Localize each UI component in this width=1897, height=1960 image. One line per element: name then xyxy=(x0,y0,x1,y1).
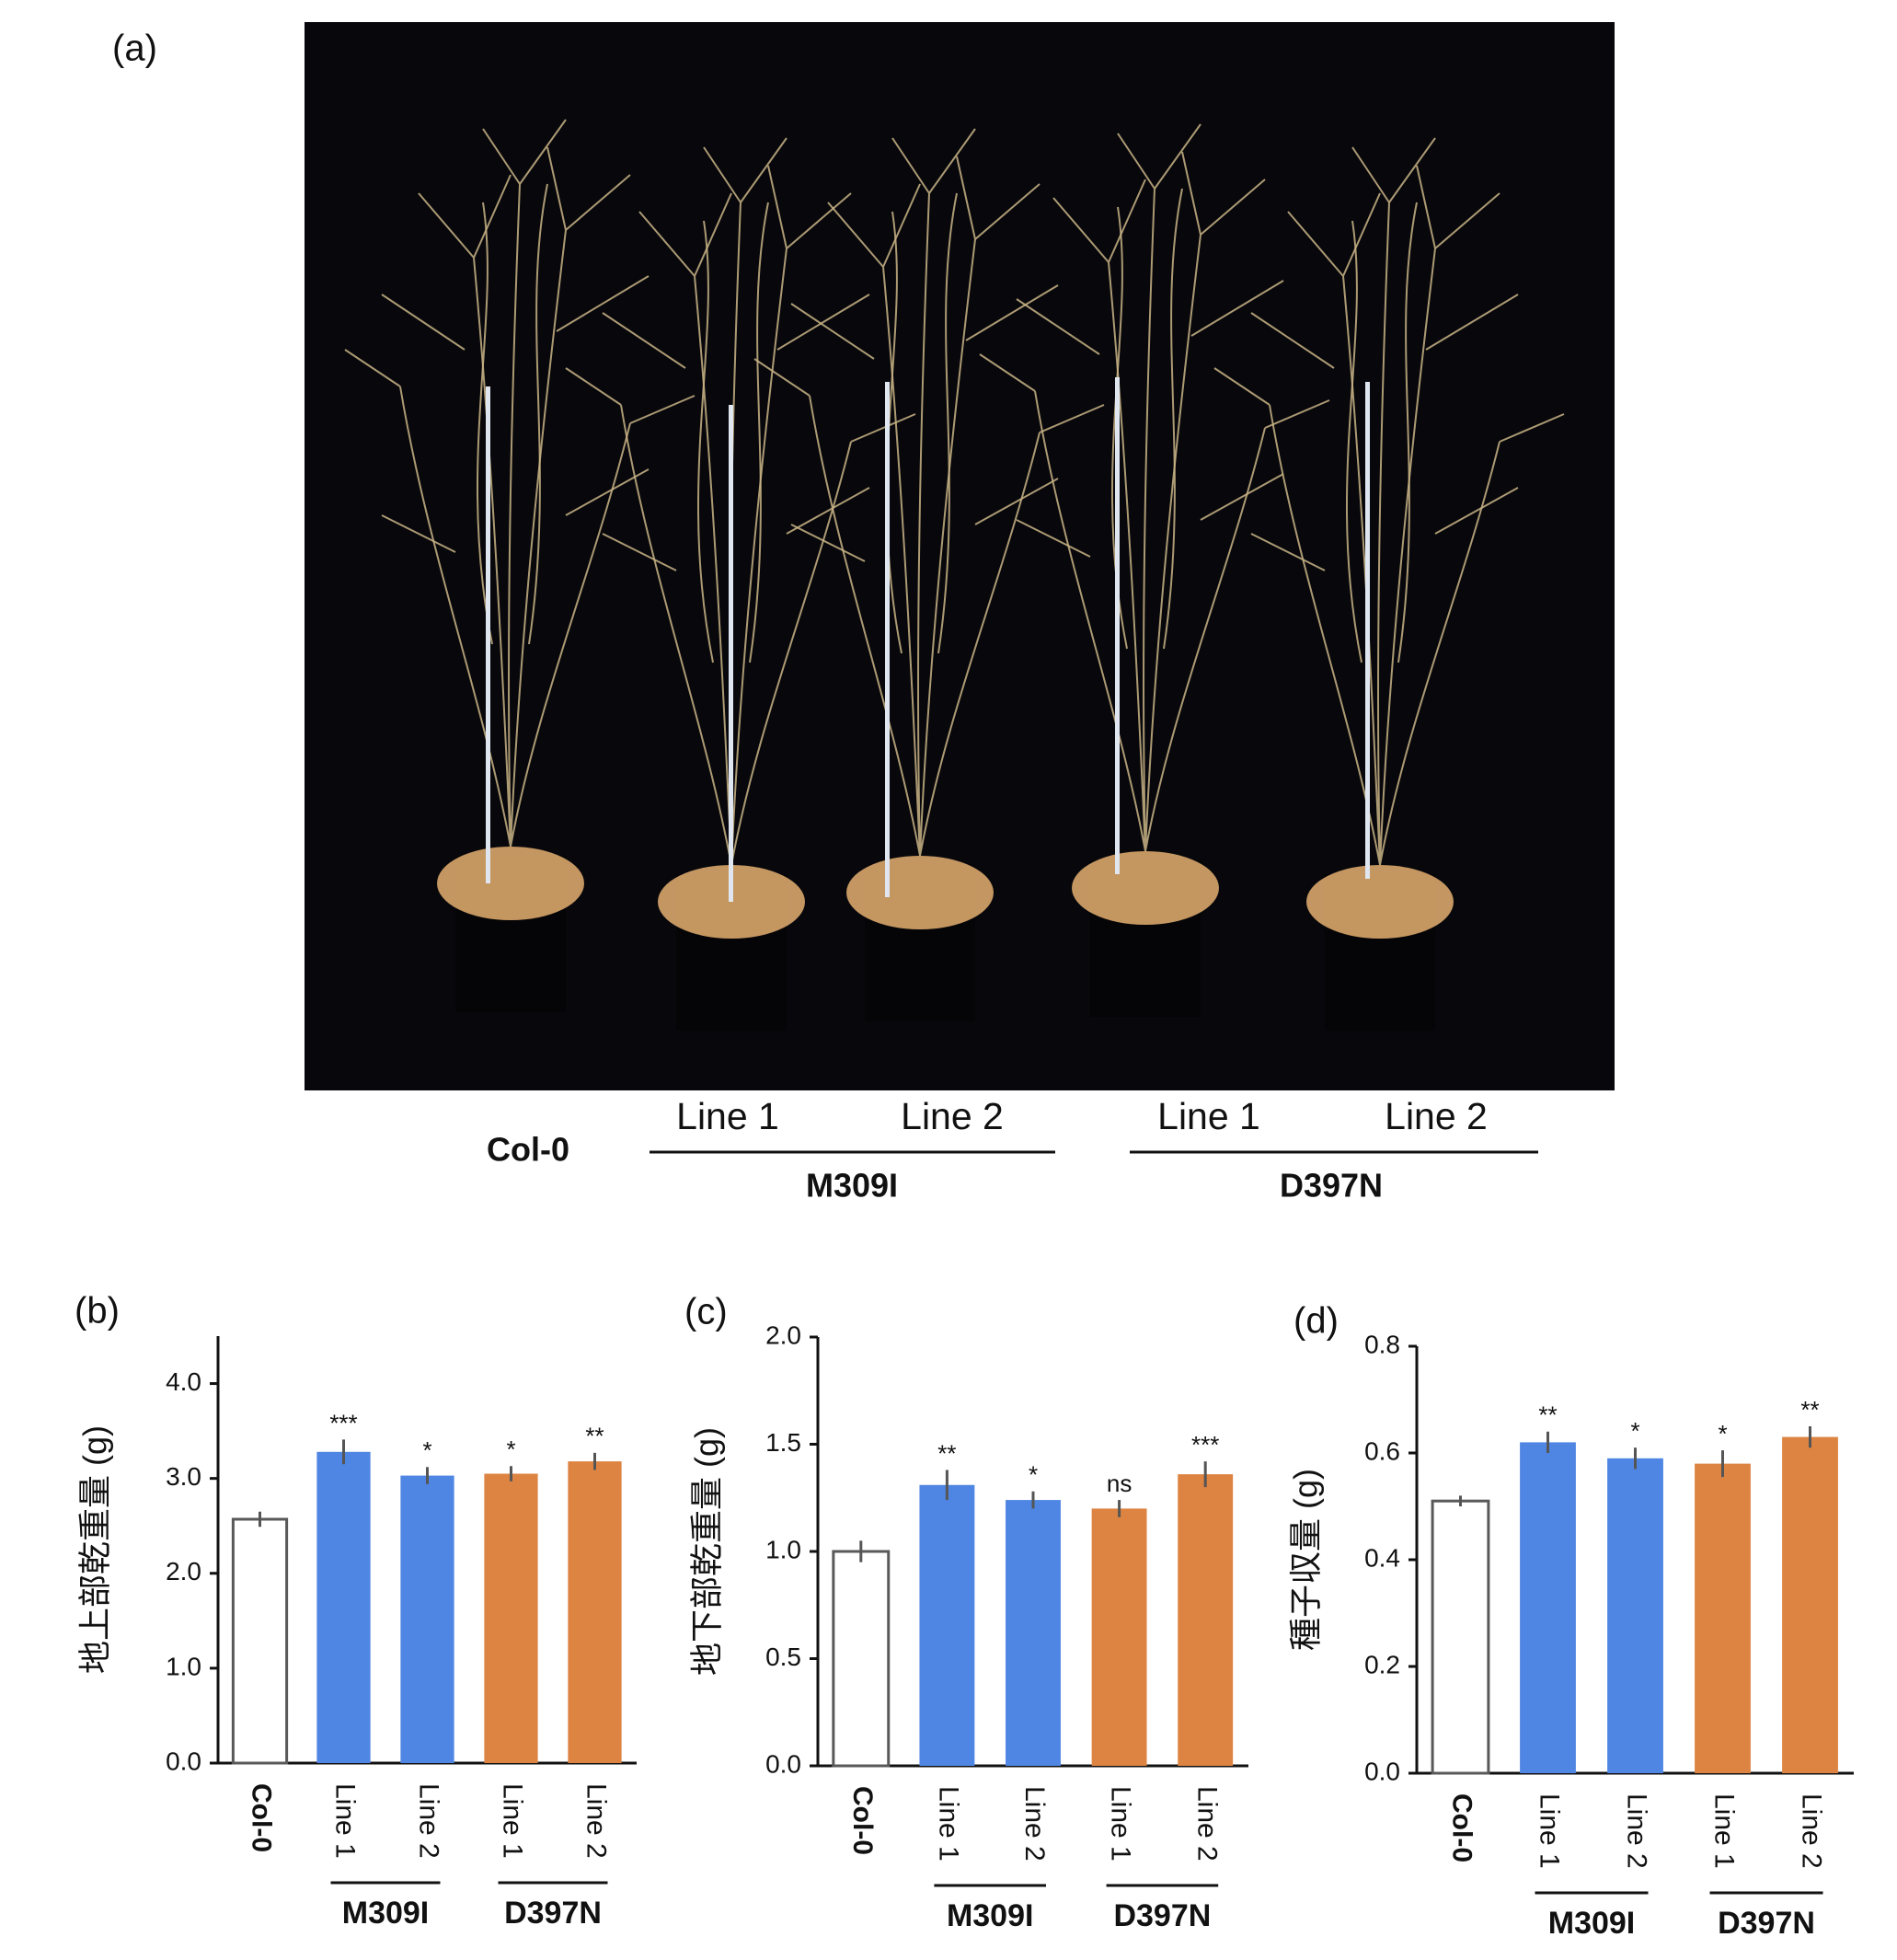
bar xyxy=(568,1461,622,1763)
group-label: M309I xyxy=(342,1896,430,1931)
significance-label: *** xyxy=(1191,1431,1219,1458)
bar xyxy=(1695,1463,1751,1773)
y-tick-label: 0.6 xyxy=(1364,1436,1400,1465)
y-tick-label: 0.2 xyxy=(1364,1650,1400,1678)
group-label: M309I xyxy=(1548,1906,1636,1941)
group-label: D397N xyxy=(1113,1898,1211,1933)
significance-label: ** xyxy=(1800,1396,1819,1424)
y-tick-label: 0.0 xyxy=(765,1749,801,1778)
significance-label: ** xyxy=(1538,1401,1557,1429)
significance-label: ** xyxy=(585,1423,604,1450)
x-tick-label: Line 1 xyxy=(1535,1793,1565,1869)
significance-label: ns xyxy=(1107,1470,1132,1497)
photo-group-label: M309I xyxy=(806,1167,898,1205)
y-tick-label: 2.0 xyxy=(765,1320,801,1349)
significance-label: * xyxy=(1718,1420,1727,1447)
y-tick-label: 0.8 xyxy=(1364,1330,1400,1358)
bar xyxy=(484,1473,538,1763)
x-tick-label: Col-0 xyxy=(1447,1793,1477,1862)
stake xyxy=(729,405,733,902)
bar xyxy=(1178,1474,1234,1766)
photo-line-label: Line 2 xyxy=(901,1095,1004,1137)
photo-control-label: Col-0 xyxy=(487,1131,569,1169)
bar xyxy=(832,1550,891,1768)
bar xyxy=(1431,1499,1490,1775)
y-axis-label: 種子収量 (g) xyxy=(1287,1469,1325,1651)
stake xyxy=(885,382,890,897)
panel-label: (b) xyxy=(75,1291,120,1332)
panel-label: (a) xyxy=(112,29,157,69)
bar xyxy=(1520,1442,1576,1773)
x-tick-label: Line 1 xyxy=(330,1783,361,1859)
x-tick-label: Line 1 xyxy=(1106,1786,1136,1862)
significance-label: * xyxy=(1630,1417,1639,1445)
panel-label: (c) xyxy=(684,1292,728,1332)
y-axis-label: 地上部乾重量 (g) xyxy=(76,1425,114,1674)
y-tick-label: 0.4 xyxy=(1364,1543,1400,1572)
x-tick-label: Line 1 xyxy=(498,1783,528,1859)
x-tick-label: Col-0 xyxy=(847,1786,878,1855)
group-label: D397N xyxy=(1718,1906,1815,1941)
significance-label: * xyxy=(422,1436,431,1464)
bar xyxy=(1091,1508,1147,1766)
significance-label: ** xyxy=(937,1439,956,1467)
significance-label: *** xyxy=(329,1409,357,1436)
bar xyxy=(400,1475,454,1763)
y-tick-label: 1.0 xyxy=(765,1535,801,1563)
x-tick-label: Line 2 xyxy=(1191,1786,1222,1862)
group-label: D397N xyxy=(504,1896,602,1931)
y-tick-label: 2.0 xyxy=(166,1557,201,1585)
y-tick-label: 0.0 xyxy=(1364,1757,1400,1785)
y-tick-label: 0.5 xyxy=(765,1643,801,1671)
photo-group-label: D397N xyxy=(1280,1167,1383,1205)
panel-label: (d) xyxy=(1293,1301,1339,1342)
photo-line-label: Line 2 xyxy=(1385,1095,1488,1137)
x-tick-label: Line 1 xyxy=(933,1786,963,1862)
x-tick-label: Line 1 xyxy=(1709,1793,1740,1869)
significance-label: * xyxy=(1029,1461,1038,1489)
bar xyxy=(231,1517,289,1765)
x-tick-label: Line 2 xyxy=(1797,1793,1827,1869)
stake xyxy=(486,386,490,883)
bar xyxy=(919,1484,975,1766)
photo-line-label: Line 1 xyxy=(1157,1095,1260,1137)
bar xyxy=(1006,1500,1061,1766)
y-tick-label: 1.5 xyxy=(765,1428,801,1457)
significance-label: * xyxy=(506,1435,515,1463)
x-tick-label: Line 2 xyxy=(1019,1786,1050,1862)
stake xyxy=(1365,382,1370,879)
y-tick-label: 1.0 xyxy=(166,1652,201,1680)
y-tick-label: 4.0 xyxy=(166,1367,201,1396)
x-tick-label: Col-0 xyxy=(247,1783,277,1852)
photo-line-label: Line 1 xyxy=(676,1095,779,1137)
group-label: M309I xyxy=(947,1898,1034,1933)
x-tick-label: Line 2 xyxy=(414,1783,444,1859)
bar xyxy=(316,1451,371,1763)
x-tick-label: Line 2 xyxy=(581,1783,612,1859)
bar xyxy=(1782,1436,1838,1773)
y-tick-label: 3.0 xyxy=(166,1462,201,1491)
y-tick-label: 0.0 xyxy=(166,1747,201,1775)
bar xyxy=(1607,1458,1663,1773)
stake xyxy=(1115,377,1120,874)
x-tick-label: Line 2 xyxy=(1622,1793,1652,1869)
y-axis-label: 地下部乾重量 (g) xyxy=(688,1427,726,1676)
